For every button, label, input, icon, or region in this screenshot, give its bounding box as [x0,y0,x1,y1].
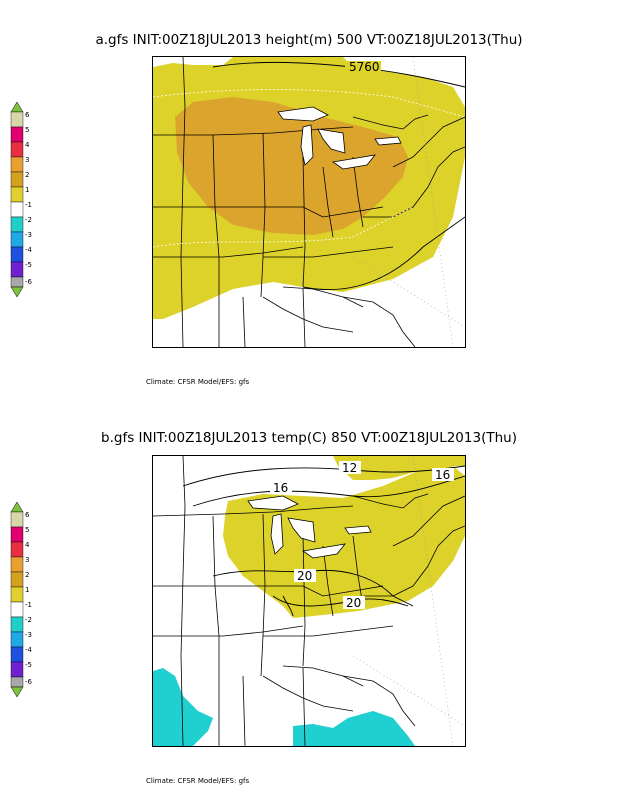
colorbar-label: -1 [25,201,32,209]
colorbar-b: 6 5 4 3 2 1 -1 -2 -3 -4 -5 -6 [10,501,33,698]
colorbar-label: -4 [25,246,33,254]
colorbar-label: -3 [25,631,32,639]
colorbar-label: -3 [25,231,32,239]
colorbar-label: 6 [25,511,30,519]
map-panel-b: 12 16 16 20 20 [152,455,466,747]
colorbar-label: -6 [25,278,33,286]
panel-a-title: a.gfs INIT:00Z18JUL2013 height(m) 500 VT… [95,32,523,48]
colorbar-label: 2 [25,571,29,579]
colorbar-label: 3 [25,556,29,564]
colorbar-label: 4 [25,141,30,149]
panel-b-credit: Climate: CFSR Model/EFS: gfs [146,777,250,785]
contour-label: 20 [346,596,361,610]
anomaly-region-neg1 [153,668,213,746]
colorbar-label: -4 [25,646,33,654]
panel-a-credit: Climate: CFSR Model/EFS: gfs [146,378,250,386]
map-panel-a: 5760 [152,56,466,348]
colorbar-label: -2 [25,216,32,224]
contour-label: 16 [435,468,450,482]
colorbar-a: 6 5 4 3 2 1 -1 -2 -3 -4 -5 -6 [10,101,33,298]
contour-label: 5760 [349,60,380,74]
colorbar-label: 2 [25,171,29,179]
colorbar-label: 3 [25,156,29,164]
panel-b-title: b.gfs INIT:00Z18JUL2013 temp(C) 850 VT:0… [101,430,517,446]
anomaly-region-2 [175,97,408,235]
colorbar-label: -5 [25,661,32,669]
colorbar-label: -2 [25,616,32,624]
colorbar-label: 1 [25,586,29,594]
contour-label: 16 [273,481,288,495]
colorbar-label: 1 [25,186,29,194]
colorbar-label: 4 [25,541,30,549]
colorbar-label: -5 [25,261,32,269]
colorbar-label: -1 [25,601,32,609]
anomaly-region-1 [223,466,465,618]
contour-label: 12 [342,461,357,475]
colorbar-label: 5 [25,526,29,534]
colorbar-label: 5 [25,126,29,134]
contour-label: 20 [297,569,312,583]
colorbar-label: 6 [25,111,30,119]
colorbar-label: -6 [25,678,33,686]
